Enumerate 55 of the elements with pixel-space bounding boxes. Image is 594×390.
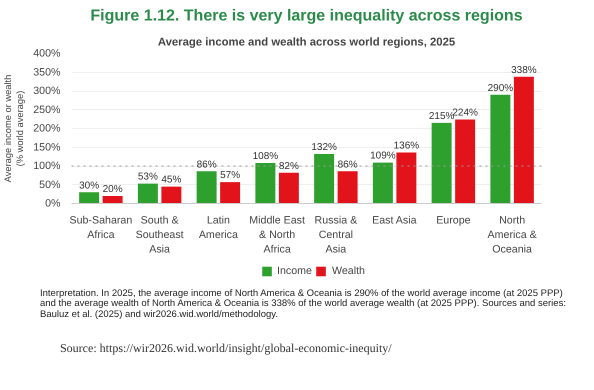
y-tick-label: 300% bbox=[33, 85, 62, 97]
bar bbox=[220, 182, 240, 204]
data-label: 86% bbox=[338, 159, 358, 170]
bar bbox=[196, 171, 217, 204]
data-label: 86% bbox=[196, 159, 217, 170]
y-tick-label: 350% bbox=[33, 66, 62, 78]
bar bbox=[161, 186, 182, 204]
x-tick-label: South & Southeast Asia bbox=[136, 214, 184, 256]
y-tick-label: 150% bbox=[33, 141, 62, 154]
y-tick-label: 400% bbox=[33, 48, 62, 60]
x-tick-label: East Asia bbox=[372, 214, 417, 226]
x-tick-label: Sub-Saharan Africa bbox=[69, 214, 132, 241]
data-label: 108% bbox=[252, 151, 278, 162]
bar bbox=[372, 162, 393, 204]
y-tick-label: 250% bbox=[33, 104, 62, 116]
data-label: 53% bbox=[138, 172, 158, 183]
x-tick-label: Latin America bbox=[198, 214, 238, 241]
y-tick-label: 100% bbox=[33, 160, 62, 172]
y-tick-label: 200% bbox=[33, 122, 62, 134]
y-tick-label: 0% bbox=[45, 198, 62, 210]
x-tick-label: Middle East & North Africa bbox=[249, 214, 305, 256]
data-label: 109% bbox=[370, 150, 396, 162]
bar bbox=[396, 152, 416, 204]
bar bbox=[338, 171, 358, 204]
data-label: 82% bbox=[278, 160, 299, 172]
data-label: 290% bbox=[488, 82, 514, 94]
chart-subtitle: Average income and wealth across world regions, 2025 bbox=[158, 36, 456, 48]
bar bbox=[102, 196, 123, 204]
text: Interpretation. In 2025, the average income of North America & Oceania is 290% of the world average income (at 2025 PPP) and the average wealth of North America & Oceania is 338% of the world average wealth (at 2025 PPP). Sources and series: Bauluz et al. (2025) and wir2026.wid.world/methodology. bbox=[40, 288, 567, 320]
data-label: 57% bbox=[220, 170, 240, 182]
bar bbox=[138, 184, 158, 204]
data-label: 338% bbox=[511, 64, 537, 76]
bar bbox=[255, 163, 276, 204]
bar bbox=[79, 192, 100, 204]
y-axis-title: Average income or wealth (% world average) bbox=[3, 74, 26, 182]
x-tick-label: North America & Oceania bbox=[488, 214, 537, 256]
source-note: Source: https://wir2026.wid.world/insight/global-economic-inequity/ bbox=[60, 340, 392, 357]
legend-label: Wealth bbox=[332, 265, 365, 277]
data-label: 215% bbox=[428, 110, 455, 122]
y-tick-label: 50% bbox=[39, 178, 62, 191]
bar bbox=[278, 172, 299, 204]
bar bbox=[514, 76, 534, 204]
data-label: 30% bbox=[79, 180, 100, 192]
chart-title: Figure 1.12. There is very large inequality across regions bbox=[90, 8, 523, 24]
data-label: 20% bbox=[102, 184, 123, 195]
bar bbox=[455, 120, 476, 204]
data-label: 132% bbox=[311, 142, 338, 153]
x-tick-label: Russia & Central Asia bbox=[314, 214, 358, 256]
bar bbox=[490, 94, 510, 204]
bar bbox=[314, 154, 334, 204]
x-tick-label: Europe bbox=[436, 214, 471, 226]
data-label: 136% bbox=[394, 140, 420, 152]
data-label: 45% bbox=[161, 174, 182, 186]
legend-label: Income bbox=[277, 265, 312, 277]
bar bbox=[432, 122, 452, 204]
